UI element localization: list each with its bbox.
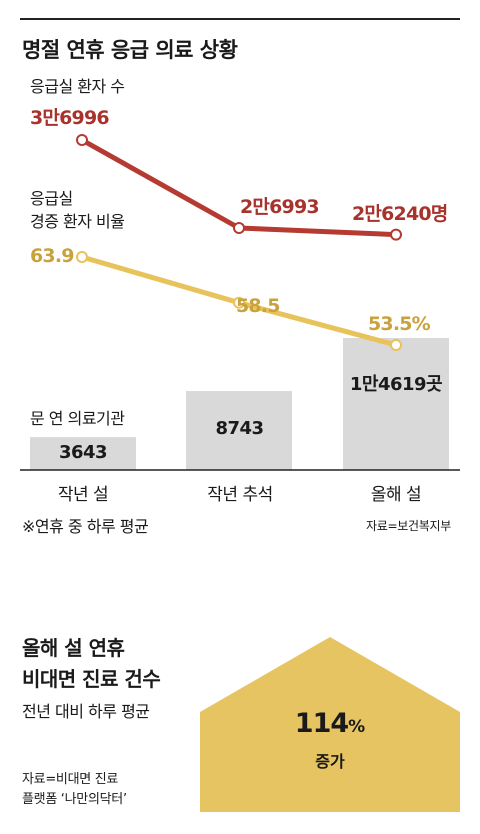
er-value-0: 3만6996 [30, 107, 110, 129]
chart-title: 명절 연휴 응급 의료 상황 [22, 38, 238, 62]
severe-ratio-point-0 [76, 251, 88, 263]
category-label-2: 올해 설 [370, 485, 422, 505]
section2-source-2: 플랫폼 ‘나만의닥터’ [22, 792, 127, 807]
bar-value-0: 3643 [58, 442, 108, 463]
section2-subtitle: 전년 대비 하루 평균 [22, 702, 150, 721]
er-value-2: 2만6240명 [352, 203, 448, 225]
er-patients-point-1 [233, 222, 245, 234]
section2-title-1: 올해 설 연휴 [22, 636, 125, 660]
increase-pentagon [200, 637, 460, 812]
category-label-0: 작년 설 [57, 485, 109, 505]
severe-ratio-point-1 [233, 296, 245, 309]
severe-ratio-point-2 [390, 339, 402, 351]
ratio-value-2: 53.5% [368, 313, 431, 335]
category-label-1: 작년 추석 [207, 485, 273, 505]
increase-number: 114 [294, 708, 349, 739]
er-value-1: 2만6993 [240, 196, 320, 218]
source: 자료=보건복지부 [366, 519, 451, 533]
institution-bar-0 [30, 437, 136, 470]
er-patients-point-0 [76, 134, 88, 146]
institution-bar-2 [343, 338, 449, 470]
er-patients-point-2 [390, 228, 402, 241]
top-rule [20, 18, 460, 20]
bar-value-2: 1만4619곳 [349, 374, 443, 395]
increase-value: 114% [200, 708, 460, 739]
er-patients-line [80, 137, 397, 238]
ratio-value-0: 63.9 [30, 245, 74, 267]
footnote: ※연휴 중 하루 평균 [22, 517, 149, 536]
er-patients-label: 응급실 환자 수 [30, 77, 125, 96]
ratio-value-1: 58.5 [236, 295, 280, 317]
section2-source-1: 자료=비대면 진료 [22, 772, 119, 787]
increase-unit: % [348, 717, 366, 737]
institution-bar-1 [186, 391, 292, 470]
bar-value-1: 8743 [215, 418, 264, 439]
institutions-label: 문 연 의료기관 [30, 409, 125, 428]
severe-ratio-label-2: 경증 환자 비율 [30, 212, 125, 231]
increase-label: 증가 [315, 752, 345, 771]
section2-title-2: 비대면 진료 건수 [22, 667, 161, 691]
severe-ratio-label-1: 응급실 [30, 189, 73, 208]
